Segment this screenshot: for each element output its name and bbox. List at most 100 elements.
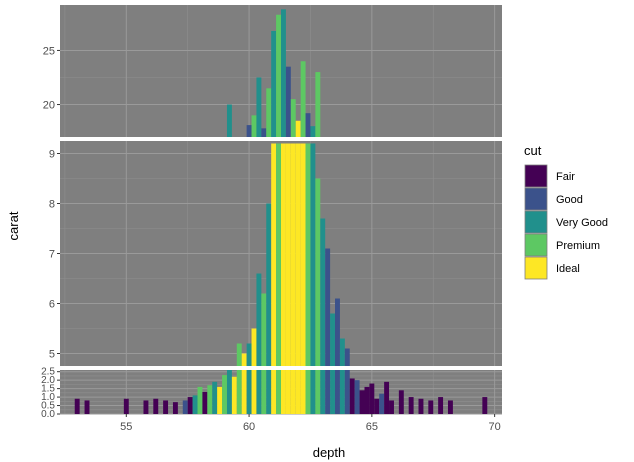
y-tick-label: 8 xyxy=(49,199,55,211)
bar-ideal xyxy=(281,143,286,366)
bar-fair xyxy=(84,400,90,414)
bar-ideal xyxy=(271,143,277,366)
bar-ideal xyxy=(295,143,301,366)
y-tick-label: 20 xyxy=(43,100,55,112)
y-tick-label: 0.5 xyxy=(41,401,55,412)
legend-label-good: Good xyxy=(556,194,583,206)
panel-upper-bars xyxy=(226,9,321,137)
bar-fair xyxy=(349,378,355,414)
y-tick-label: 7 xyxy=(49,249,55,261)
bar-fair xyxy=(482,397,488,414)
bar-fair xyxy=(428,400,434,414)
bar-very-good xyxy=(310,370,316,414)
bar-premium xyxy=(197,386,203,414)
bar-premium xyxy=(315,72,321,137)
bar-premium xyxy=(315,370,321,414)
bar-very-good xyxy=(256,370,262,414)
bar-very-good xyxy=(310,143,316,366)
bar-premium xyxy=(251,115,257,137)
bar-very-good xyxy=(310,126,316,137)
y-tick-label: 2.0 xyxy=(41,375,55,386)
legend-title: cut xyxy=(524,143,542,158)
bar-ideal xyxy=(241,353,247,366)
y-axis-title: carat xyxy=(6,211,21,240)
panel-lower-y-ticks: 0.00.51.01.52.02.5 xyxy=(41,367,60,420)
bar-ideal xyxy=(290,370,296,414)
bar-fair xyxy=(369,383,375,414)
bar-very-good xyxy=(226,370,232,414)
bar-good xyxy=(344,348,350,366)
bar-very-good xyxy=(339,370,345,414)
bar-ideal xyxy=(231,376,237,414)
bar-fair xyxy=(384,381,390,414)
bar-very-good xyxy=(256,273,262,366)
bar-fair xyxy=(374,398,380,414)
bar-premium xyxy=(266,88,272,137)
bar-ideal xyxy=(251,328,257,366)
bar-fair xyxy=(202,392,208,414)
bar-good xyxy=(354,380,360,414)
bar-fair xyxy=(408,397,414,414)
bar-fair xyxy=(364,386,370,414)
panel-lower-bars xyxy=(74,370,488,414)
axis-break-lower xyxy=(60,366,502,370)
panel-lower: 0.00.51.01.52.02.5 xyxy=(41,367,502,420)
bar-good xyxy=(261,128,267,137)
bar-fair xyxy=(389,400,394,414)
y-tick-label: 2.5 xyxy=(41,367,55,378)
y-tick-label: 9 xyxy=(49,149,55,161)
bar-premium xyxy=(276,143,281,366)
panel-middle-y-ticks: 5 6 7 8 9 xyxy=(49,149,60,361)
bar-premium xyxy=(207,385,213,414)
bar-ideal xyxy=(295,120,301,137)
x-tick-label: 70 xyxy=(489,421,501,433)
bar-fair xyxy=(74,398,80,414)
legend-key-ideal xyxy=(524,256,548,280)
bar-very-good xyxy=(256,77,262,137)
y-tick-label: 0.0 xyxy=(41,409,55,420)
bar-good xyxy=(335,370,340,414)
bar-fair xyxy=(398,390,404,414)
bar-very-good xyxy=(320,370,326,414)
bar-very-good xyxy=(339,338,345,366)
bar-good xyxy=(379,393,385,414)
bar-premium xyxy=(276,370,281,414)
x-tick-label: 55 xyxy=(120,421,132,433)
x-axis-title: depth xyxy=(313,445,346,460)
bar-very-good xyxy=(192,395,198,414)
bar-ideal xyxy=(290,143,296,366)
legend-items: Fair Good Very Good Premium Ideal xyxy=(524,164,608,280)
legend-label-ideal: Ideal xyxy=(556,263,580,275)
legend-key-good xyxy=(524,187,548,211)
bar-ideal xyxy=(217,386,223,414)
bar-premium xyxy=(261,293,267,366)
legend-key-very-good xyxy=(524,210,548,234)
bar-ideal xyxy=(251,370,257,414)
legend-label-very-good: Very Good xyxy=(556,217,608,229)
bar-very-good xyxy=(212,381,218,414)
axis-break-upper xyxy=(60,137,502,141)
bar-fair xyxy=(123,398,129,414)
bar-fair xyxy=(172,402,178,414)
bar-premium xyxy=(222,375,227,414)
bar-premium xyxy=(276,14,281,137)
legend-label-fair: Fair xyxy=(556,171,575,183)
bar-ideal xyxy=(271,370,277,414)
x-tick-label: 60 xyxy=(243,421,255,433)
bar-fair xyxy=(359,390,365,414)
bar-very-good xyxy=(281,9,286,137)
bar-very-good xyxy=(330,370,336,414)
bar-ideal xyxy=(300,370,306,414)
bar-very-good xyxy=(320,218,326,366)
bar-premium xyxy=(315,178,321,366)
axis-break-separators xyxy=(60,137,502,370)
x-tick-label: 65 xyxy=(366,421,378,433)
y-tick-label: 1.5 xyxy=(41,384,55,395)
bar-fair xyxy=(187,397,193,414)
bar-very-good xyxy=(330,313,336,366)
bar-very-good xyxy=(246,370,252,414)
bar-good xyxy=(305,113,311,137)
bar-premium xyxy=(236,370,242,414)
